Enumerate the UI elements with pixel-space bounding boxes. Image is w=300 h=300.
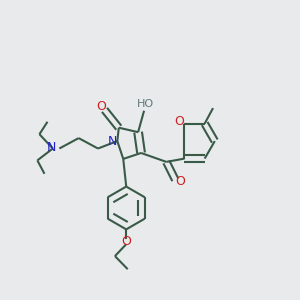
Text: O: O <box>174 115 184 128</box>
Text: N: N <box>46 141 56 154</box>
Text: O: O <box>176 175 186 188</box>
Text: N: N <box>107 135 117 148</box>
Text: HO: HO <box>137 99 154 109</box>
Text: O: O <box>96 100 106 113</box>
Text: O: O <box>121 235 131 248</box>
